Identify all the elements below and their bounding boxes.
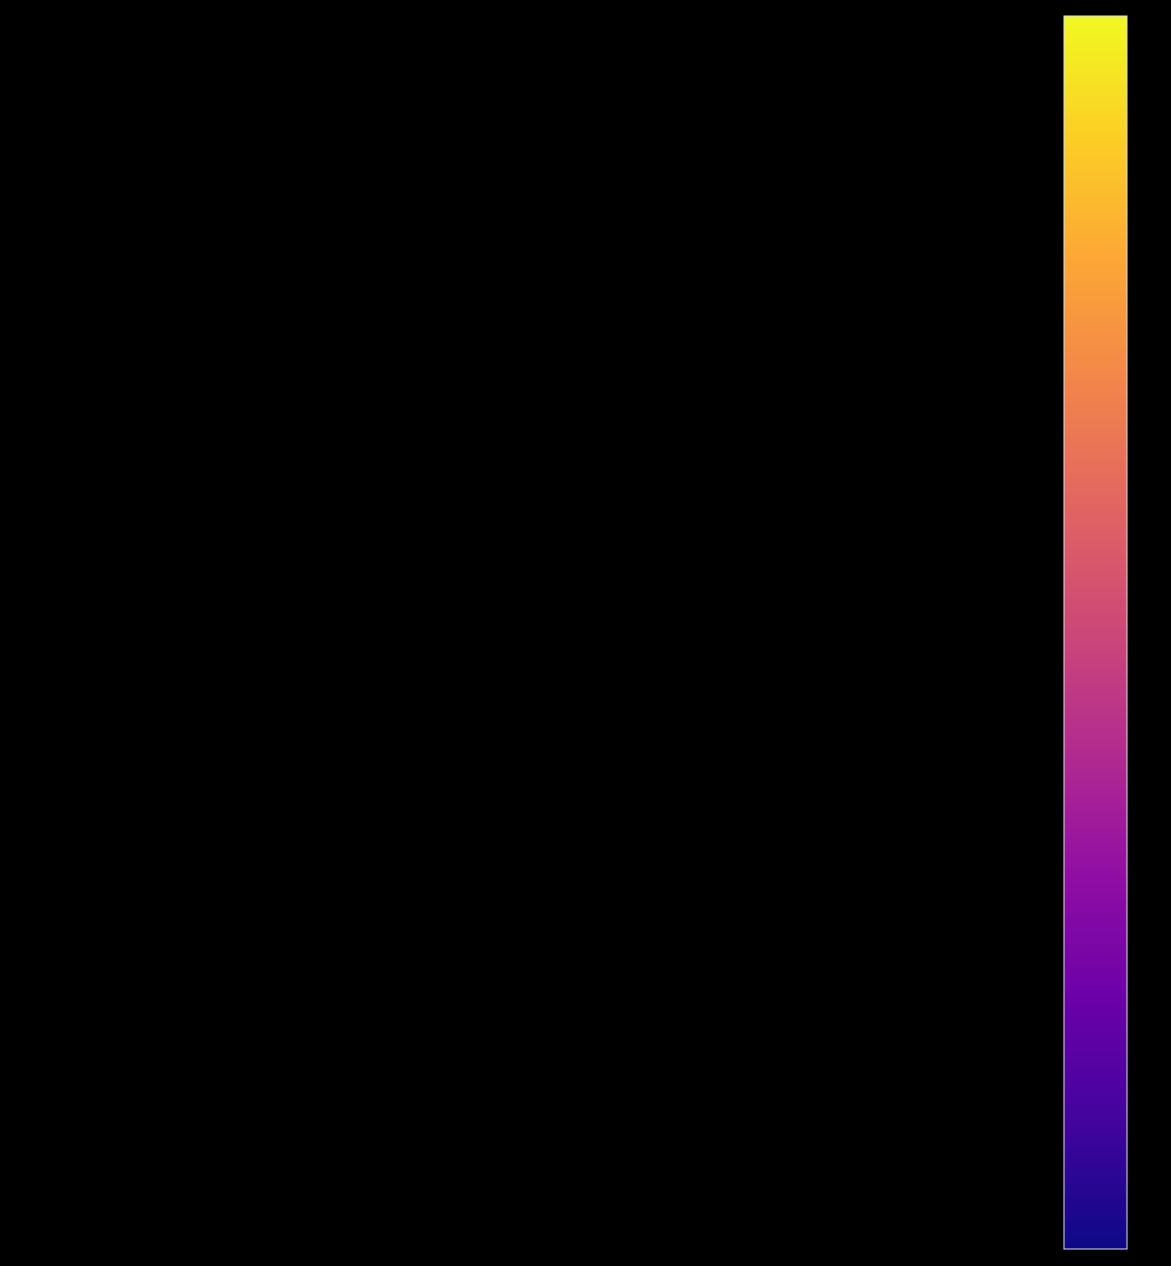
colorbar — [1063, 15, 1128, 1250]
india-map — [0, 0, 1060, 1266]
colorbar-gradient — [1063, 15, 1128, 1250]
